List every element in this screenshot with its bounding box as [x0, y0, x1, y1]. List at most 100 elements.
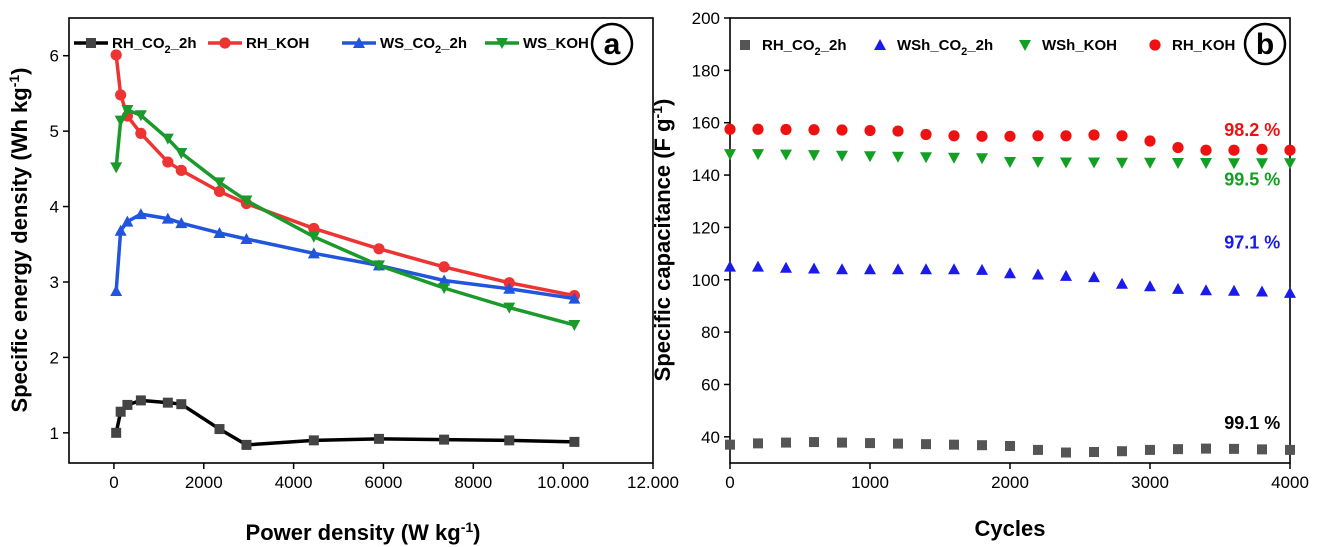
data-point [1144, 280, 1156, 292]
data-point [1004, 130, 1016, 142]
data-point [1228, 158, 1240, 170]
data-point [976, 263, 988, 275]
series-ws-co-co2 [110, 208, 581, 304]
data-point [135, 395, 146, 406]
panel-a-legend: RH_CO2_2h RH_KOH WS_CO2_2h WS_KOH [74, 35, 589, 56]
data-point [308, 222, 320, 235]
data-point [1060, 157, 1072, 169]
data-point [134, 208, 147, 220]
data-point [1032, 130, 1044, 142]
panel-a-plot-frame [68, 17, 654, 464]
data-point [1284, 286, 1296, 298]
x-tick-label: 8000 [454, 473, 492, 492]
data-point [949, 439, 959, 450]
data-point [161, 133, 174, 145]
data-point [1088, 157, 1100, 169]
x-tick-label: 4000 [275, 473, 313, 492]
legend-item: WS_KOH [485, 35, 589, 52]
data-point [175, 217, 188, 229]
data-point [240, 195, 253, 207]
panel-b-y-axis-title: Specific capacitance (F g-1) [649, 99, 675, 382]
data-point [115, 406, 126, 417]
retention-label: 99.5 % [1224, 170, 1280, 190]
data-point [1200, 158, 1212, 170]
x-tick-label: 12.000 [627, 473, 679, 492]
data-point [114, 115, 127, 127]
legend-label: WSh_KOH [1042, 37, 1117, 54]
data-point [1284, 158, 1296, 170]
data-point [1284, 144, 1296, 156]
legend-marker [86, 38, 96, 48]
x-tick-label: 4000 [1271, 473, 1309, 492]
data-point [1033, 444, 1043, 455]
data-point [373, 433, 384, 444]
data-point [161, 212, 174, 224]
data-point [1088, 271, 1100, 283]
data-point [1116, 157, 1128, 169]
y-tick-label: 100 [692, 271, 720, 290]
data-point [214, 424, 225, 435]
data-point [111, 427, 122, 438]
data-point [948, 263, 960, 275]
y-tick-label: 180 [692, 61, 720, 80]
data-point [1089, 447, 1099, 458]
panel-b-x-axis-title: Cycles [975, 516, 1046, 541]
y-tick-label: 60 [701, 375, 720, 394]
legend-marker [1019, 40, 1031, 51]
panel-a-label-text: a [604, 28, 621, 61]
data-point [373, 243, 385, 255]
y-tick-label: 40 [701, 428, 720, 447]
data-point [1145, 444, 1155, 455]
data-point [1116, 277, 1128, 289]
data-point [920, 152, 932, 164]
data-point [1256, 158, 1268, 170]
x-tick-label: 2000 [991, 473, 1029, 492]
data-point [809, 437, 819, 448]
data-point [1201, 443, 1211, 454]
x-tick-label: 0 [725, 473, 734, 492]
data-point [504, 435, 515, 446]
data-point [213, 185, 226, 198]
panel-b: 0 1000 2000 3000 4000 40 60 80 100 120 140 160 180 2… [649, 9, 1309, 541]
retention-label: 98.2 % [1224, 120, 1280, 140]
legend-label: WSh_CO2_2h [897, 37, 993, 58]
legend-label: RH_CO2_2h [112, 35, 197, 56]
data-point [808, 262, 820, 274]
data-point [121, 105, 134, 117]
data-point [780, 149, 792, 161]
data-point [568, 319, 581, 331]
series-rh-koh [724, 123, 1296, 156]
y-tick-label: 6 [50, 47, 59, 66]
legend-item: RH_CO2_2h [740, 37, 847, 58]
data-point [780, 123, 792, 136]
panel-b-plot-frame [729, 17, 1291, 464]
data-point [1005, 440, 1015, 451]
data-point [752, 123, 764, 135]
data-point [1117, 446, 1127, 457]
data-point [1032, 268, 1044, 280]
retention-label: 97.1 % [1224, 232, 1280, 252]
legend-item: WSh_CO2_2h [874, 37, 993, 58]
data-point [307, 231, 320, 243]
data-point [213, 226, 226, 238]
data-point [1061, 447, 1071, 458]
y-tick-label: 5 [50, 122, 59, 141]
data-point [724, 149, 736, 161]
data-point [1173, 444, 1183, 455]
data-point [438, 261, 450, 273]
data-point [1228, 284, 1240, 296]
legend-item: WSh_KOH [1019, 37, 1117, 54]
series-rh-co-co2 [725, 437, 1295, 458]
y-tick-label: 140 [692, 166, 720, 185]
legend-marker [740, 40, 750, 50]
x-tick-label: 3000 [1131, 473, 1169, 492]
data-point [752, 149, 764, 161]
data-point [752, 260, 764, 272]
data-point [162, 156, 174, 168]
data-point [948, 152, 960, 164]
data-point [1144, 135, 1156, 147]
data-point [569, 436, 580, 447]
panel-a-label: a [590, 22, 634, 66]
data-point [1116, 130, 1128, 142]
data-point [892, 263, 904, 275]
